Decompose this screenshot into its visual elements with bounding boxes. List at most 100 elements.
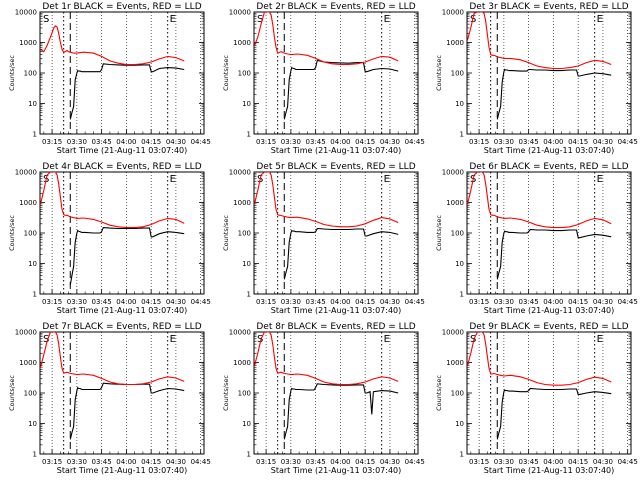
x-tick-label: 03:45 xyxy=(519,298,539,306)
x-tick-label: 04:30 xyxy=(593,298,613,306)
x-tick-label: 04:15 xyxy=(568,458,588,466)
y-tick-label: 1000 xyxy=(19,359,37,367)
y-tick-label: 100 xyxy=(451,390,464,398)
x-tick-label: 03:45 xyxy=(92,458,112,466)
x-tick-label: 04:15 xyxy=(568,298,588,306)
events-series-line xyxy=(69,227,185,285)
panel-1: Det 1r BLACK = Events, RED = LLD 1 10 100 10… xyxy=(8,2,211,155)
events-series-line xyxy=(283,383,399,440)
y-axis-label: Counts/sec xyxy=(435,375,443,411)
x-tick-label: 04:15 xyxy=(141,138,161,146)
y-tick-label: 10000 xyxy=(442,9,464,17)
x-axis-label: Start Time (21-Aug-11 03:07:40) xyxy=(484,466,615,475)
y-tick-label: 100 xyxy=(451,230,464,238)
events-series-line xyxy=(496,228,612,280)
y-tick-label: 100 xyxy=(24,70,37,78)
y-tick-label: 1 xyxy=(247,131,251,139)
x-tick-label: 04:45 xyxy=(618,458,638,466)
x-axis-label: Start Time (21-Aug-11 03:07:40) xyxy=(271,146,402,155)
y-tick-label: 10000 xyxy=(442,329,464,337)
y-tick-label: 10 xyxy=(242,100,251,108)
panel-title: Det 4r BLACK = Events, RED = LLD xyxy=(42,162,201,172)
plot-frame xyxy=(466,171,632,295)
x-tick-label: 04:30 xyxy=(380,298,400,306)
end-marker: E xyxy=(384,174,390,185)
x-axis-label: Start Time (21-Aug-11 03:07:40) xyxy=(57,146,188,155)
x-tick-label: 03:15 xyxy=(256,458,276,466)
panel-title: Det 8r BLACK = Events, RED = LLD xyxy=(256,322,415,332)
lld-series-line xyxy=(40,172,185,229)
y-axis-label: Counts/sec xyxy=(435,215,443,251)
events-series-line xyxy=(496,68,612,120)
panel-title: Det 7r BLACK = Events, RED = LLD xyxy=(42,322,201,332)
end-marker: E xyxy=(384,334,390,345)
x-tick-label: 04:45 xyxy=(618,138,638,146)
end-marker: E xyxy=(597,334,603,345)
x-axis-label: Start Time (21-Aug-11 03:07:40) xyxy=(57,306,188,315)
x-tick-label: 04:00 xyxy=(330,298,350,306)
y-tick-label: 10000 xyxy=(229,169,251,177)
x-tick-label: 03:30 xyxy=(67,298,87,306)
y-tick-label: 1000 xyxy=(233,199,251,207)
x-tick-label: 03:45 xyxy=(92,138,112,146)
y-axis-label: Counts/sec xyxy=(8,55,16,91)
start-marker: S xyxy=(470,334,476,345)
start-marker: S xyxy=(43,14,49,25)
x-tick-label: 04:30 xyxy=(380,458,400,466)
x-tick-label: 03:15 xyxy=(256,138,276,146)
x-tick-label: 04:45 xyxy=(191,458,211,466)
x-axis-label: Start Time (21-Aug-11 03:07:40) xyxy=(271,306,402,315)
x-tick-label: 03:45 xyxy=(519,458,539,466)
y-tick-label: 10000 xyxy=(15,329,37,337)
x-tick-label: 03:30 xyxy=(494,458,514,466)
x-tick-label: 04:15 xyxy=(141,458,161,466)
y-tick-label: 1 xyxy=(247,451,251,459)
panel-title: Det 6r BLACK = Events, RED = LLD xyxy=(469,162,628,172)
x-tick-label: 04:00 xyxy=(330,138,350,146)
x-axis-label: Start Time (21-Aug-11 03:07:40) xyxy=(57,466,188,475)
y-tick-label: 10 xyxy=(28,100,37,108)
lld-series-line xyxy=(467,172,612,229)
x-tick-label: 03:15 xyxy=(469,458,489,466)
x-tick-label: 04:30 xyxy=(166,298,186,306)
end-marker: E xyxy=(170,334,176,345)
end-marker: E xyxy=(170,174,176,185)
y-tick-label: 10 xyxy=(455,260,464,268)
x-tick-label: 03:15 xyxy=(469,138,489,146)
x-tick-label: 04:45 xyxy=(405,138,425,146)
y-tick-label: 1 xyxy=(460,131,464,139)
lld-series-line xyxy=(40,332,185,386)
y-tick-label: 1 xyxy=(247,291,251,299)
lld-series-line xyxy=(254,12,399,66)
y-tick-label: 10 xyxy=(28,420,37,428)
panel-9: Det 9r BLACK = Events, RED = LLD 1 10 100 10… xyxy=(435,322,638,475)
y-tick-label: 1000 xyxy=(446,359,464,367)
y-tick-label: 100 xyxy=(238,230,251,238)
y-tick-label: 100 xyxy=(451,70,464,78)
y-tick-label: 10000 xyxy=(229,9,251,17)
y-tick-label: 1 xyxy=(33,291,37,299)
x-axis-label: Start Time (21-Aug-11 03:07:40) xyxy=(484,146,615,155)
y-tick-label: 10 xyxy=(242,420,251,428)
plot-frame xyxy=(39,11,205,135)
plot-frame xyxy=(39,331,205,455)
events-series-line xyxy=(496,387,612,440)
x-tick-label: 04:45 xyxy=(191,298,211,306)
panel-7: Det 7r BLACK = Events, RED = LLD 1 10 100 10… xyxy=(8,322,211,475)
y-tick-label: 1000 xyxy=(19,199,37,207)
events-series-line xyxy=(69,382,185,440)
x-tick-label: 04:45 xyxy=(191,138,211,146)
x-tick-label: 03:15 xyxy=(469,298,489,306)
panel-title: Det 9r BLACK = Events, RED = LLD xyxy=(469,322,628,332)
y-tick-label: 100 xyxy=(238,70,251,78)
x-tick-label: 04:00 xyxy=(543,458,563,466)
y-tick-label: 1000 xyxy=(446,199,464,207)
events-series-line xyxy=(69,63,185,120)
x-tick-label: 04:00 xyxy=(543,138,563,146)
x-tick-label: 04:30 xyxy=(593,138,613,146)
x-tick-label: 03:15 xyxy=(42,298,62,306)
y-tick-label: 1000 xyxy=(233,39,251,47)
y-tick-label: 100 xyxy=(238,390,251,398)
lld-series-line xyxy=(254,172,399,228)
x-tick-label: 03:30 xyxy=(67,138,87,146)
